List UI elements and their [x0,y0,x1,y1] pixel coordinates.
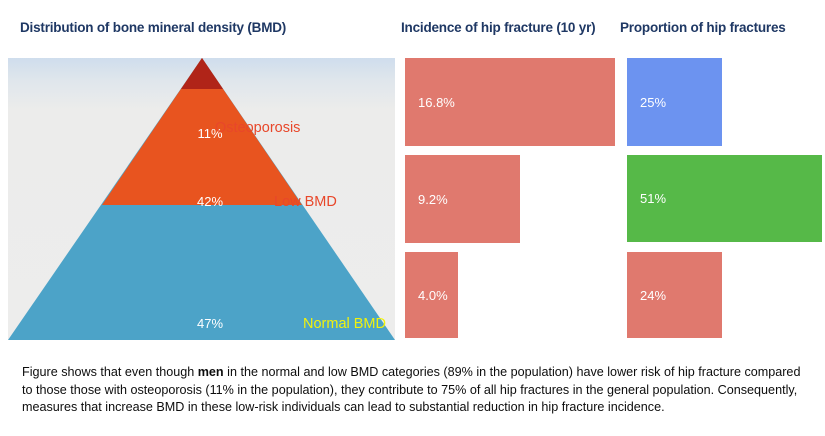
pyramid-label-normal-bmd: Normal BMD [303,316,386,332]
incidence-bar-low-bmd: 9.2% [405,155,520,243]
incidence-bar-osteoporosis: 16.8% [405,58,615,146]
incidence-bar-normal-bmd: 4.0% [405,252,458,338]
bmd-pyramid-chart [8,58,395,340]
figure-caption: Figure shows that even though men in the… [22,364,807,417]
pyramid-segment-low-bmd [102,58,302,205]
caption-part-1: Figure shows that even though [22,365,198,379]
pyramid-label-low-bmd: Low BMD [274,194,337,210]
pyramid-segment-osteoporosis [181,58,223,89]
pyramid-pct-osteoporosis: 11% [197,126,223,141]
proportion-bar-low-bmd: 51% [627,155,822,242]
pyramid-label-osteoporosis: Osteoporosis [215,120,301,136]
incidence-bar-value: 16.8% [418,94,455,110]
proportion-bar-value: 24% [640,287,667,303]
incidence-bar-value: 9.2% [418,191,448,207]
pyramid-pct-low-bmd: 42% [196,194,224,209]
title-proportion-hip-fractures: Proportion of hip fractures [620,20,786,35]
title-distribution-bmd: Distribution of bone mineral density (BM… [20,20,287,35]
incidence-bar-value: 4.0% [418,287,448,303]
pyramid-pct-normal-bmd: 47% [196,316,224,331]
proportion-bar-normal-bmd: 24% [627,252,722,338]
proportion-bar-value: 25% [640,94,667,110]
bmd-pyramid-panel: 11% 42% 47% Osteoporosis Low BMD Normal … [8,58,395,340]
proportion-bar-value: 51% [640,191,667,206]
caption-emphasis-men: men [197,365,224,379]
caption-part-2: in the normal and low BMD categories (89… [22,365,801,415]
title-incidence-hip-fracture: Incidence of hip fracture (10 yr) [401,20,596,35]
proportion-bar-osteoporosis: 25% [627,58,722,146]
